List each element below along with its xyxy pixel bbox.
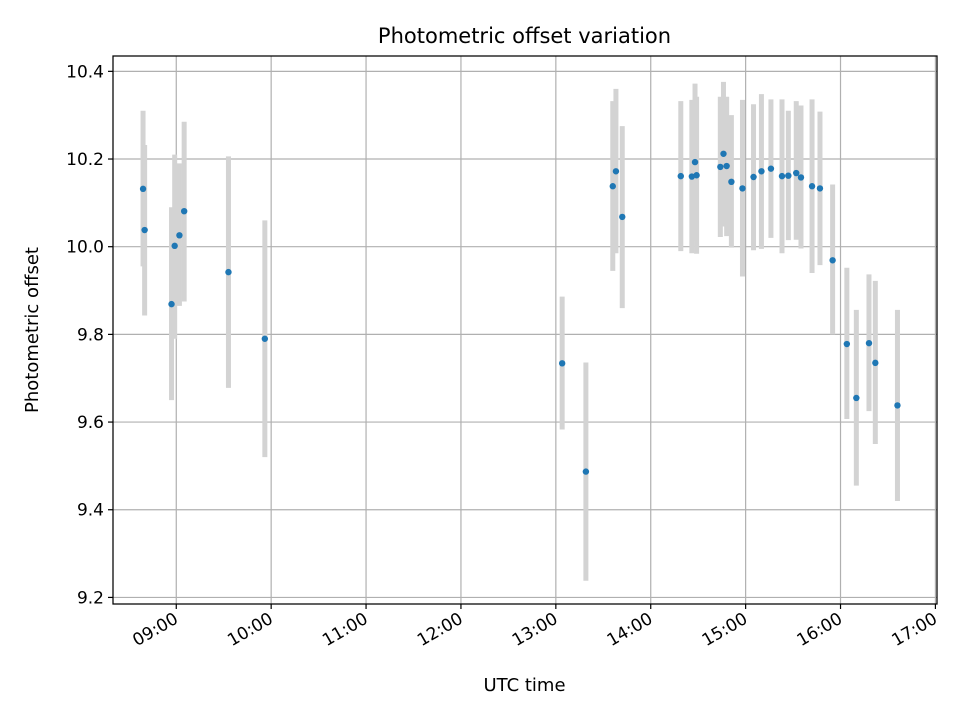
data-point (894, 402, 901, 409)
data-point (180, 207, 188, 215)
data-point (853, 394, 860, 402)
data-point (758, 168, 765, 175)
data-point (691, 158, 699, 166)
y-axis: 9.2 9.4 9.6 9.8 10.0 10.2 10.4 (66, 62, 113, 608)
x-axis-label: UTC time (483, 675, 565, 696)
data-point (677, 172, 684, 180)
data-point (785, 172, 792, 179)
y-tick-label: 10.4 (66, 62, 104, 82)
data-points (139, 150, 901, 475)
y-tick-label: 10.2 (66, 150, 104, 170)
y-tick-label: 10.0 (66, 238, 104, 258)
data-point (808, 183, 816, 190)
y-axis-label: Photometric offset (22, 247, 43, 413)
data-point (693, 172, 700, 179)
data-point (797, 174, 805, 181)
data-point (261, 335, 269, 342)
data-point (816, 185, 824, 192)
data-point (872, 359, 879, 367)
y-tick-label: 9.6 (77, 413, 104, 433)
data-point (829, 257, 836, 264)
data-point (793, 169, 800, 177)
data-point (723, 162, 730, 170)
data-point (728, 178, 735, 186)
data-point (176, 232, 183, 239)
data-point (609, 183, 616, 190)
data-point (767, 165, 775, 172)
y-tick-label: 9.2 (77, 588, 104, 608)
data-point (558, 360, 566, 367)
data-point (139, 185, 147, 193)
data-point (720, 150, 727, 157)
data-point (778, 172, 786, 180)
y-tick-label: 9.4 (77, 501, 104, 521)
data-point (612, 168, 620, 175)
data-point (750, 173, 757, 181)
data-point (141, 226, 148, 234)
data-point (739, 185, 746, 192)
plot-frame (112, 55, 938, 605)
data-point (582, 468, 590, 475)
data-point (717, 163, 724, 171)
data-point (865, 339, 873, 347)
data-point (168, 300, 175, 308)
data-point (225, 268, 232, 276)
y-tick-label: 9.8 (77, 325, 104, 345)
data-point (619, 213, 626, 221)
chart-title: Photometric offset variation (378, 24, 671, 48)
data-point (843, 340, 851, 348)
data-point (171, 242, 178, 250)
